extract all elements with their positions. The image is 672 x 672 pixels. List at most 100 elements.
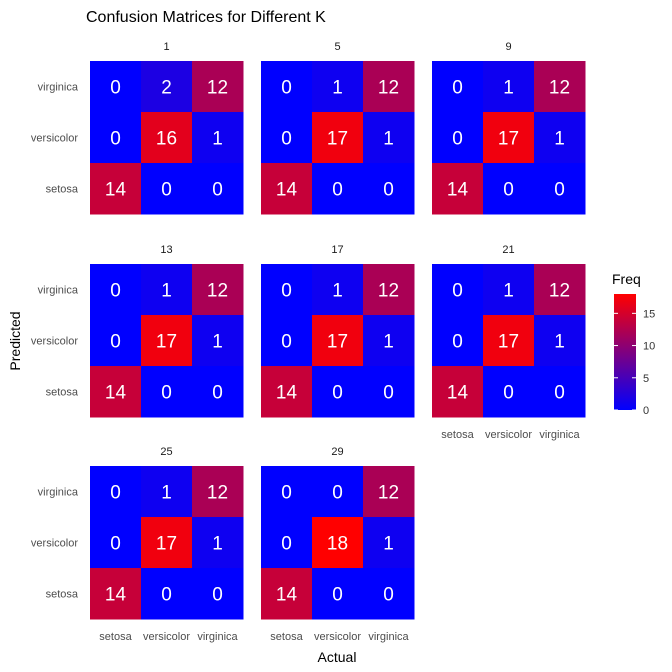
heatmap-cell [312, 163, 364, 215]
heatmap-cell [534, 163, 586, 215]
cell-value-label: 1 [383, 129, 394, 150]
heatmap-cell [312, 568, 364, 620]
heatmap-cell [312, 61, 364, 113]
cell-value-label: 0 [110, 129, 121, 150]
y-tick-label: virginica [38, 487, 79, 499]
heatmap-cell [261, 568, 313, 620]
panel-k-21: 21 0 1 12 0 17 1 14 0 0 setosa versicolor virginica [432, 244, 586, 441]
panel-strip-label: 1 [163, 41, 169, 53]
heatmap-cell [534, 315, 586, 367]
panel-k-17: 17 0 1 12 0 17 1 14 0 0 [261, 244, 415, 418]
cell-value-label: 14 [276, 585, 298, 606]
panel-k-25: 25 0 1 12 0 17 1 14 0 0 virginica versicolor setosa s… [31, 446, 244, 643]
cell-value-label: 0 [212, 585, 223, 606]
heatmap-cell [90, 264, 142, 316]
cell-value-label: 0 [452, 332, 463, 353]
x-tick-label: setosa [441, 429, 474, 441]
cell-value-label: 0 [110, 534, 121, 555]
heatmap-cell [141, 264, 193, 316]
heatmap-cell [192, 315, 244, 367]
cell-value-label: 0 [452, 78, 463, 99]
heatmap-cell [90, 315, 142, 367]
cell-value-label: 0 [503, 180, 514, 201]
cell-value-label: 1 [212, 129, 223, 150]
cell-value-label: 0 [110, 483, 121, 504]
cell-value-label: 0 [452, 129, 463, 150]
heatmap-cell [141, 61, 193, 113]
heatmap-cell [483, 315, 535, 367]
cell-value-label: 1 [383, 332, 394, 353]
cell-value-label: 0 [383, 383, 394, 404]
heatmap-cell [363, 517, 415, 569]
heatmap-cell [432, 163, 484, 215]
heatmap-cell [141, 517, 193, 569]
heatmap-cell [312, 366, 364, 418]
heatmap-cell [432, 366, 484, 418]
cell-value-label: 12 [378, 78, 399, 99]
heatmap-cell [261, 315, 313, 367]
cell-value-label: 2 [161, 78, 172, 99]
legend-title: Freq [612, 271, 641, 287]
cell-value-label: 18 [327, 534, 348, 555]
y-tick-label: setosa [46, 589, 79, 601]
cell-value-label: 0 [110, 332, 121, 353]
cell-value-label: 14 [105, 383, 127, 404]
heatmap-cell [363, 112, 415, 164]
cell-value-label: 0 [383, 585, 394, 606]
cell-value-label: 17 [327, 332, 348, 353]
heatmap-cell [363, 466, 415, 518]
heatmap-cell [261, 366, 313, 418]
heatmap-cell [192, 112, 244, 164]
cell-value-label: 1 [554, 332, 565, 353]
cell-value-label: 17 [498, 332, 519, 353]
heatmap-cell [534, 366, 586, 418]
legend-colorbar [614, 294, 636, 410]
cell-value-label: 0 [332, 483, 343, 504]
cell-value-label: 16 [156, 129, 177, 150]
x-tick-label: setosa [99, 631, 132, 643]
panel-strip-label: 21 [502, 244, 514, 256]
heatmap-cell [363, 264, 415, 316]
cell-value-label: 14 [276, 383, 298, 404]
x-tick-label: setosa [270, 631, 303, 643]
heatmap-cell [192, 61, 244, 113]
panel-strip-label: 29 [331, 446, 343, 458]
heatmap-cell [534, 264, 586, 316]
heatmap-cell [432, 315, 484, 367]
cell-value-label: 0 [281, 534, 292, 555]
heatmap-cell [141, 568, 193, 620]
panel-k-29: 29 0 0 12 0 18 1 14 0 0 setosa versicolor virginica [261, 446, 415, 643]
y-tick-label: versicolor [31, 336, 78, 348]
heatmap-cell [261, 163, 313, 215]
heatmap-cell [483, 61, 535, 113]
y-tick-label: versicolor [31, 133, 78, 145]
freq-legend: Freq 0 5 10 15 [612, 271, 655, 417]
cell-value-label: 0 [110, 78, 121, 99]
cell-value-label: 0 [110, 281, 121, 302]
heatmap-cell [141, 466, 193, 518]
cell-value-label: 17 [327, 129, 348, 150]
legend-tick-label: 0 [643, 405, 649, 417]
heatmap-cell [261, 264, 313, 316]
heatmap-cell [261, 517, 313, 569]
x-tick-label: versicolor [485, 429, 532, 441]
legend-tick-label: 5 [643, 373, 649, 385]
cell-value-label: 0 [503, 383, 514, 404]
panel-k-13: 13 0 1 12 0 17 1 14 0 0 virginica versicolor setosa [31, 244, 244, 418]
heatmap-cell [192, 466, 244, 518]
heatmap-cell [261, 61, 313, 113]
x-tick-label: versicolor [143, 631, 190, 643]
legend-tick-label: 15 [643, 308, 655, 320]
panel-strip-label: 25 [160, 446, 172, 458]
heatmap-cell [312, 517, 364, 569]
cell-value-label: 0 [332, 180, 343, 201]
heatmap-cell [192, 264, 244, 316]
heatmap-cell [261, 466, 313, 518]
x-tick-label: virginica [539, 429, 580, 441]
y-tick-label: versicolor [31, 538, 78, 550]
cell-value-label: 0 [281, 483, 292, 504]
x-tick-label: virginica [368, 631, 409, 643]
heatmap-cell [312, 315, 364, 367]
cell-value-label: 1 [212, 534, 223, 555]
